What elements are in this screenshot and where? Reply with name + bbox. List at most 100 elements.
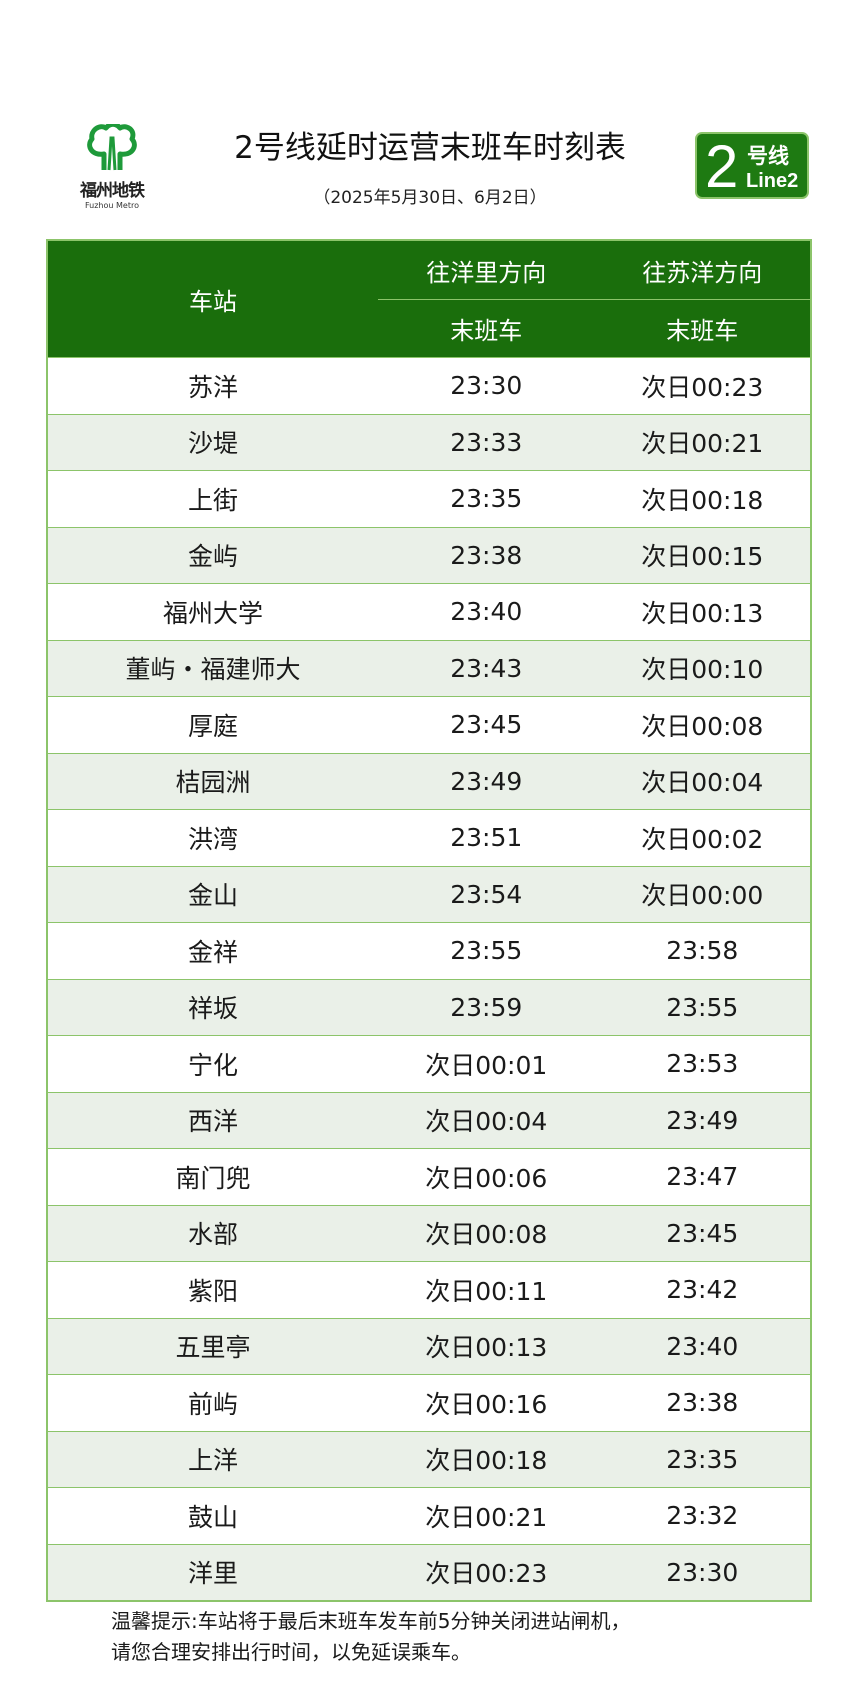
time-to-yangli: 次日00:04 <box>378 1091 595 1149</box>
station-name: 上洋 <box>47 1430 378 1488</box>
station-name: 金山 <box>47 865 378 923</box>
station-name: 宁化 <box>47 1035 378 1092</box>
table-row: 西洋 次日00:04 23:49 <box>47 1091 811 1149</box>
station-name: 鼓山 <box>47 1487 378 1544</box>
time-to-suyang: 次日00:13 <box>594 583 811 640</box>
time-to-yangli: 23:38 <box>378 526 595 584</box>
notice-line-1: 温馨提示:车站将于最后末班车发车前5分钟关闭进站闸机， <box>111 1609 631 1633</box>
station-name: 祥坂 <box>47 978 378 1036</box>
timetable: 车站 往洋里方向 往苏洋方向 末班车 末班车 苏洋 23:30 次日00:23 沙堤 2… <box>46 239 812 1602</box>
page-subtitle: （2025年5月30日、6月2日） <box>313 188 547 208</box>
time-to-suyang: 23:49 <box>594 1091 811 1149</box>
table-row: 金祥 23:55 23:58 <box>47 922 811 979</box>
time-to-yangli: 次日00:21 <box>378 1487 595 1544</box>
time-to-suyang: 23:38 <box>594 1374 811 1431</box>
time-to-suyang: 次日00:18 <box>594 470 811 527</box>
time-to-yangli: 次日00:01 <box>378 1035 595 1092</box>
time-to-yangli: 23:33 <box>378 413 595 471</box>
time-to-suyang: 23:55 <box>594 978 811 1036</box>
table-row: 金山 23:54 次日00:00 <box>47 865 811 923</box>
station-name: 厚庭 <box>47 696 378 753</box>
table-row: 厚庭 23:45 次日00:08 <box>47 696 811 753</box>
time-to-suyang: 次日00:23 <box>594 357 811 414</box>
time-to-suyang: 次日00:21 <box>594 413 811 471</box>
time-to-suyang: 23:35 <box>594 1430 811 1488</box>
station-name: 五里亭 <box>47 1317 378 1375</box>
time-to-yangli: 23:45 <box>378 696 595 753</box>
time-to-suyang: 23:42 <box>594 1261 811 1318</box>
station-name: 洪湾 <box>47 809 378 866</box>
table-row: 洋里 次日00:23 23:30 <box>47 1543 811 1601</box>
time-to-suyang: 23:47 <box>594 1148 811 1205</box>
time-to-yangli: 23:51 <box>378 809 595 866</box>
line-label-en: Line2 <box>746 170 799 192</box>
table-row: 上洋 次日00:18 23:35 <box>47 1430 811 1488</box>
time-to-suyang: 次日00:00 <box>594 865 811 923</box>
station-name: 上街 <box>47 470 378 527</box>
table-row: 苏洋 23:30 次日00:23 <box>47 357 811 414</box>
fuzhou-metro-logo: 福州地铁 Fuzhou Metro <box>66 124 158 214</box>
time-to-suyang: 次日00:15 <box>594 526 811 584</box>
line-label-cn: 号线 <box>747 144 789 168</box>
time-to-yangli: 23:54 <box>378 865 595 923</box>
station-name: 洋里 <box>47 1543 378 1601</box>
direction-yangli-header: 往洋里方向 <box>378 240 595 300</box>
table-row: 上街 23:35 次日00:18 <box>47 470 811 527</box>
time-to-yangli: 次日00:06 <box>378 1148 595 1205</box>
time-to-yangli: 次日00:13 <box>378 1317 595 1375</box>
line-number: 2 <box>705 133 739 200</box>
time-to-yangli: 次日00:23 <box>378 1543 595 1601</box>
logo-name-en: Fuzhou Metro <box>85 201 139 210</box>
time-to-suyang: 次日00:04 <box>594 752 811 810</box>
time-to-yangli: 23:59 <box>378 978 595 1036</box>
last-train-header-suyang: 末班车 <box>594 299 811 358</box>
time-to-suyang: 23:30 <box>594 1543 811 1601</box>
notice: 温馨提示:车站将于最后末班车发车前5分钟关闭进站闸机， 请您合理安排出行时间，以… <box>111 1606 630 1668</box>
time-to-yangli: 23:40 <box>378 583 595 640</box>
tree-logo-icon <box>87 124 137 171</box>
table-row: 祥坂 23:59 23:55 <box>47 978 811 1036</box>
table-row: 桔园洲 23:49 次日00:04 <box>47 752 811 810</box>
station-name: 董屿・福建师大 <box>47 639 378 697</box>
table-row: 洪湾 23:51 次日00:02 <box>47 809 811 866</box>
station-name: 紫阳 <box>47 1261 378 1318</box>
table-row: 前屿 次日00:16 23:38 <box>47 1374 811 1431</box>
time-to-yangli: 23:43 <box>378 639 595 697</box>
time-to-yangli: 23:55 <box>378 922 595 979</box>
time-to-suyang: 23:45 <box>594 1204 811 1262</box>
time-to-suyang: 23:32 <box>594 1487 811 1544</box>
time-to-yangli: 次日00:18 <box>378 1430 595 1488</box>
time-to-yangli: 23:30 <box>378 357 595 414</box>
station-name: 前屿 <box>47 1374 378 1431</box>
time-to-suyang: 次日00:02 <box>594 809 811 866</box>
table-row: 水部 次日00:08 23:45 <box>47 1204 811 1262</box>
table-row: 董屿・福建师大 23:43 次日00:10 <box>47 639 811 697</box>
time-to-yangli: 次日00:11 <box>378 1261 595 1318</box>
notice-line-2: 请您合理安排出行时间，以免延误乘车。 <box>111 1640 471 1664</box>
station-name: 金屿 <box>47 526 378 584</box>
direction-suyang-header: 往苏洋方向 <box>594 240 811 300</box>
last-train-header-yangli: 末班车 <box>378 299 595 358</box>
logo-name-cn: 福州地铁 <box>80 181 145 201</box>
time-to-suyang: 次日00:10 <box>594 639 811 697</box>
time-to-yangli: 23:35 <box>378 470 595 527</box>
station-name: 苏洋 <box>47 357 378 414</box>
time-to-suyang: 23:58 <box>594 922 811 979</box>
line-badge: 2 号线 Line2 <box>695 132 809 200</box>
time-to-yangli: 23:49 <box>378 752 595 810</box>
table-row: 紫阳 次日00:11 23:42 <box>47 1261 811 1318</box>
table-row: 宁化 次日00:01 23:53 <box>47 1035 811 1092</box>
table-row: 五里亭 次日00:13 23:40 <box>47 1317 811 1375</box>
time-to-suyang: 23:53 <box>594 1035 811 1092</box>
page-title: 2号线延时运营末班车时刻表 <box>234 130 626 166</box>
table-row: 南门兜 次日00:06 23:47 <box>47 1148 811 1205</box>
station-name: 沙堤 <box>47 413 378 471</box>
station-name: 金祥 <box>47 922 378 979</box>
station-name: 西洋 <box>47 1091 378 1149</box>
table-row: 沙堤 23:33 次日00:21 <box>47 413 811 471</box>
station-name: 福州大学 <box>47 583 378 640</box>
table-row: 福州大学 23:40 次日00:13 <box>47 583 811 640</box>
time-to-suyang: 次日00:08 <box>594 696 811 753</box>
station-name: 南门兜 <box>47 1148 378 1205</box>
station-name: 桔园洲 <box>47 752 378 810</box>
